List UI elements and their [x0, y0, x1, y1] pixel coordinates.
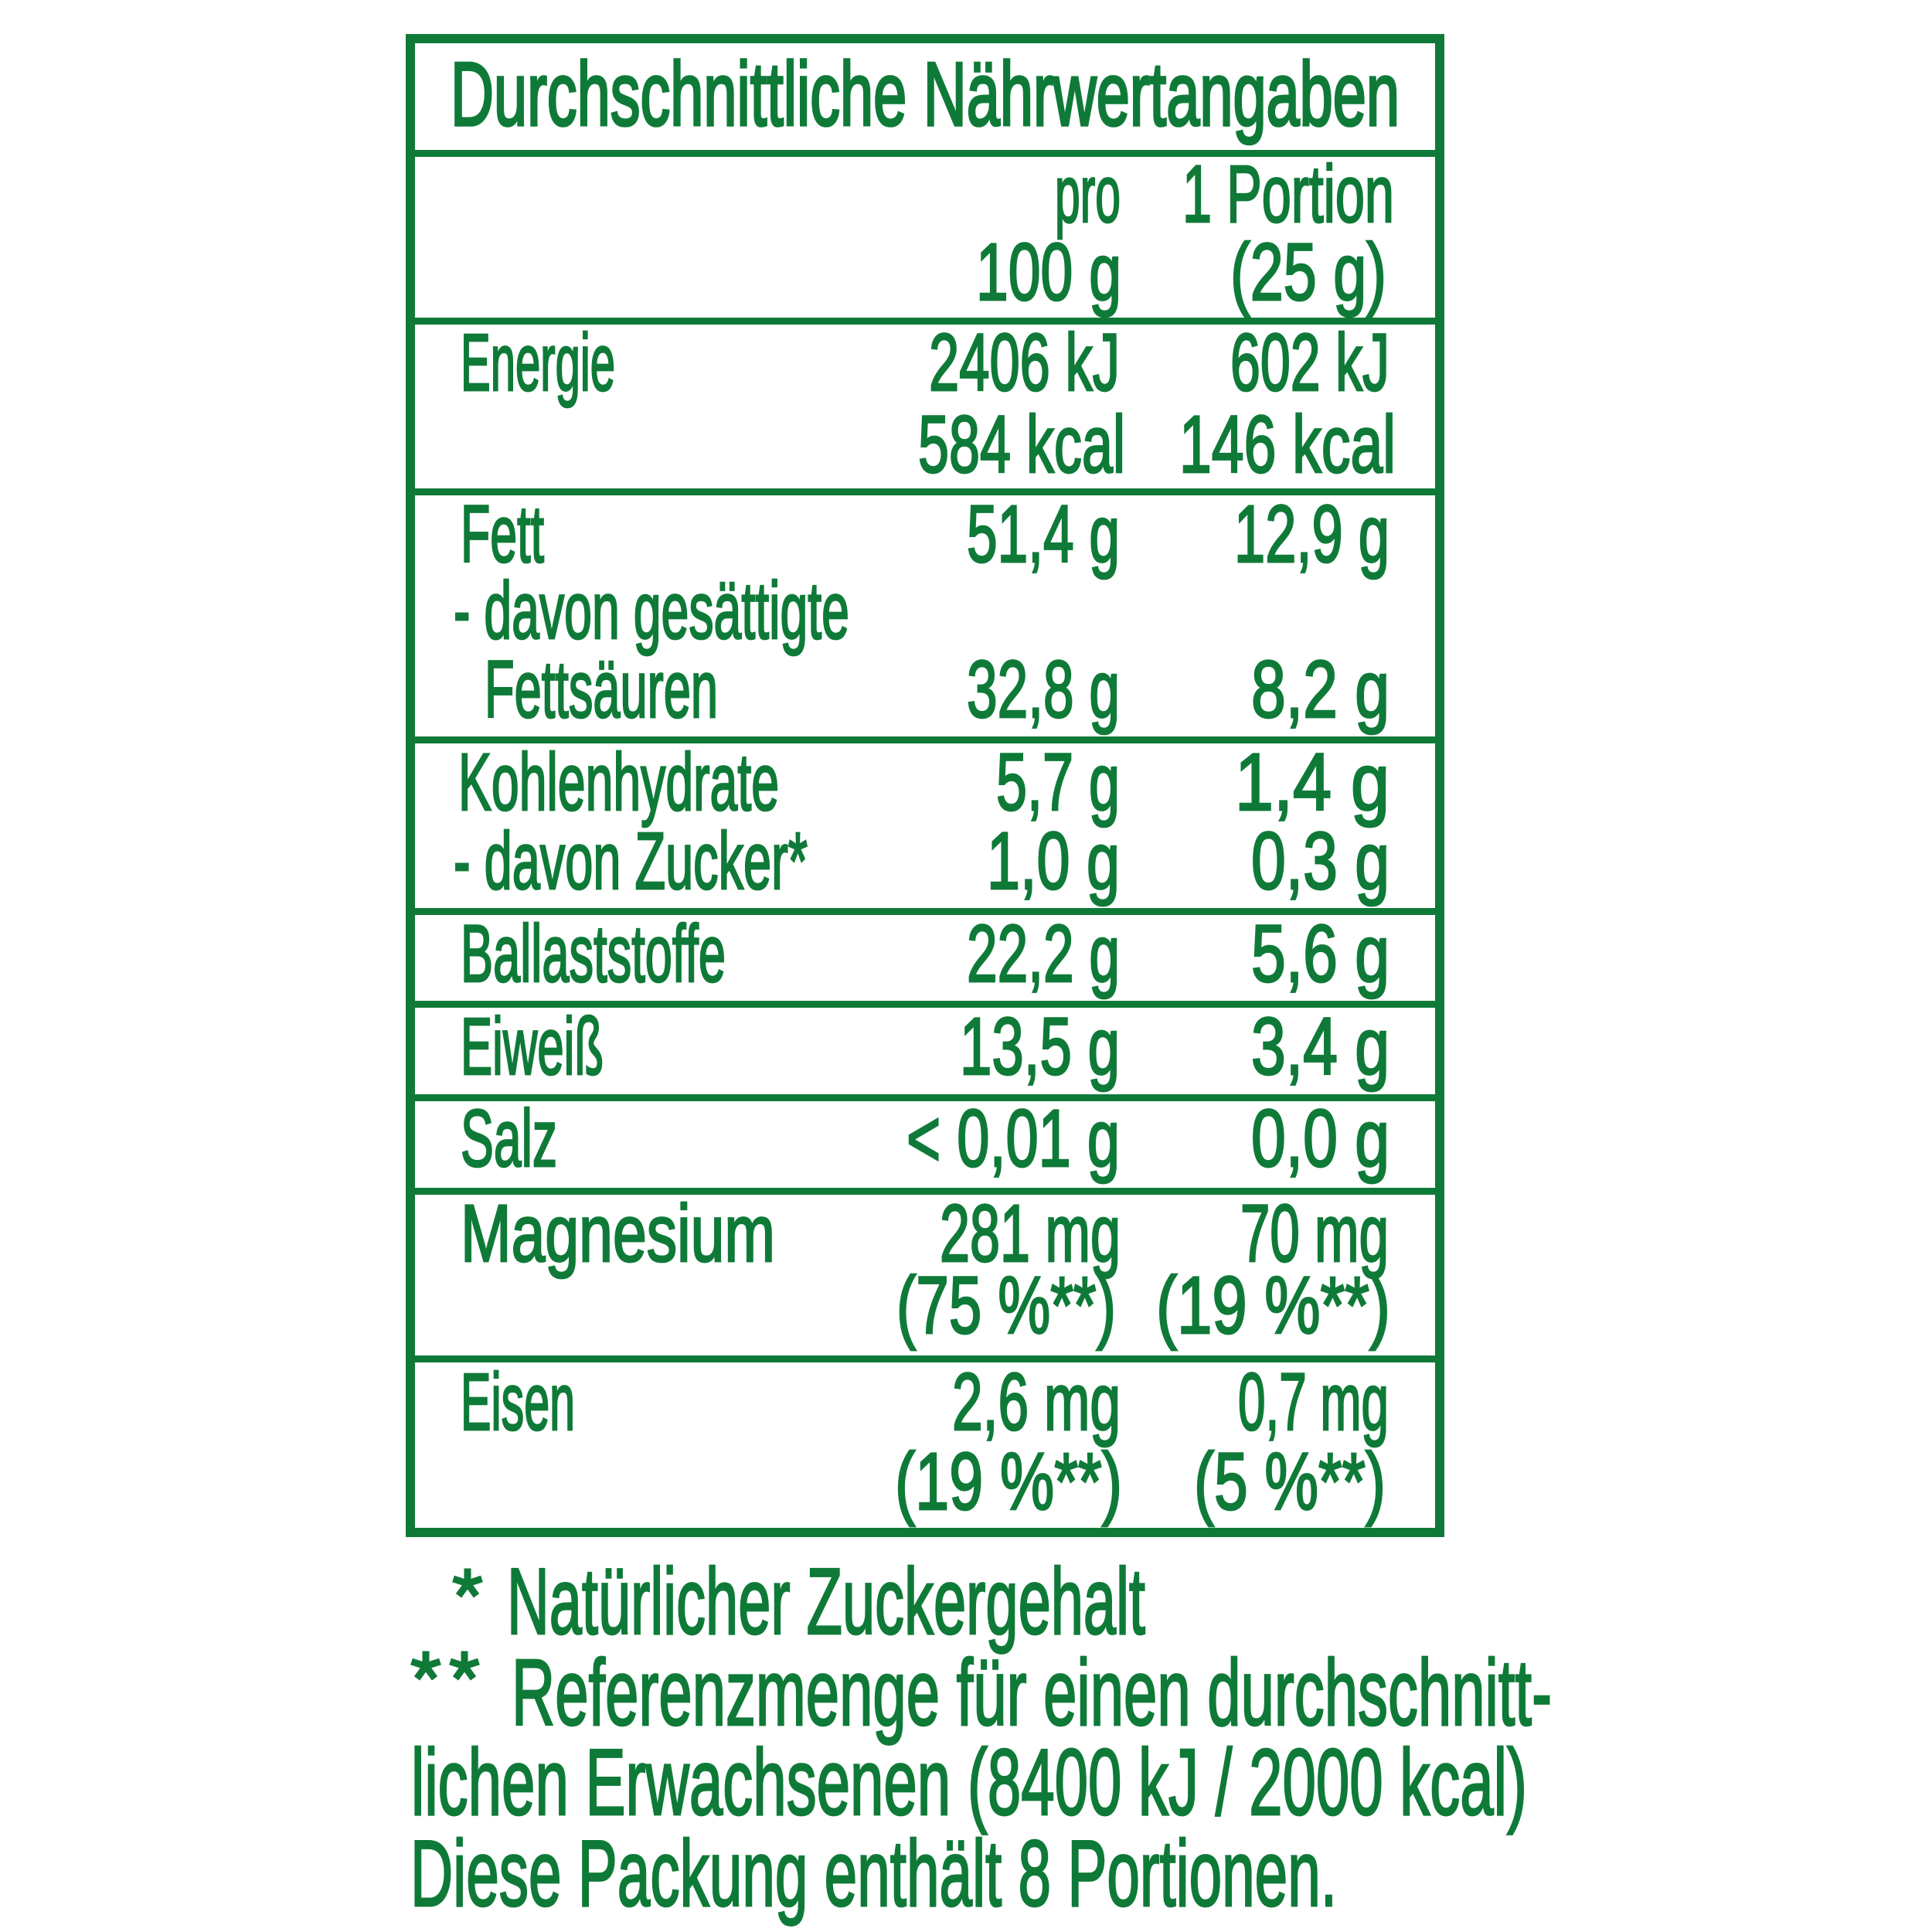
svg-text:(25 g): (25 g) [1230, 227, 1386, 318]
svg-text:- davon Zucker*: - davon Zucker* [454, 816, 808, 906]
svg-text:(5 %**): (5 %**) [1194, 1437, 1386, 1527]
svg-text:13,5 g: 13,5 g [960, 1002, 1120, 1092]
svg-text:Eisen: Eisen [461, 1357, 575, 1447]
svg-text:pro: pro [1055, 149, 1121, 240]
svg-text:32,8 g: 32,8 g [967, 645, 1120, 735]
svg-text:Energie: Energie [461, 318, 615, 408]
svg-text:602 kJ: 602 kJ [1230, 318, 1389, 408]
svg-text:(19 %**): (19 %**) [1156, 1260, 1390, 1351]
svg-text:281 mg: 281 mg [940, 1189, 1121, 1279]
svg-text:Referenzmenge für einen durchs: Referenzmenge für einen durchschnitt- [512, 1640, 1552, 1745]
svg-text:584 kcal: 584 kcal [918, 400, 1125, 490]
svg-text:0,7 mg: 0,7 mg [1238, 1357, 1389, 1447]
svg-text:Magnesium: Magnesium [461, 1189, 775, 1279]
svg-text:2406 kJ: 2406 kJ [929, 318, 1120, 408]
svg-text:Salz: Salz [461, 1094, 557, 1184]
svg-text:3,4 g: 3,4 g [1251, 1002, 1389, 1092]
svg-text:5,7 g: 5,7 g [996, 737, 1120, 828]
svg-text:Ballaststoffe: Ballaststoffe [461, 909, 726, 999]
svg-text:146 kcal: 146 kcal [1179, 400, 1396, 490]
svg-text:100 g: 100 g [976, 227, 1121, 318]
svg-text:51,4 g: 51,4 g [967, 489, 1120, 580]
svg-text:70 mg: 70 mg [1240, 1189, 1389, 1279]
svg-text:22,2 g: 22,2 g [967, 909, 1120, 999]
svg-text:1 Portion: 1 Portion [1182, 149, 1394, 240]
svg-text:0,0 g: 0,0 g [1251, 1094, 1389, 1184]
svg-text:8,2 g: 8,2 g [1251, 645, 1389, 735]
svg-text:12,9 g: 12,9 g [1234, 489, 1389, 580]
svg-text:Durchschnittliche Nährwertanga: Durchschnittliche Nährwertangaben [451, 43, 1400, 145]
svg-text:2,6 mg: 2,6 mg [952, 1357, 1121, 1447]
svg-text:Fettsäuren: Fettsäuren [485, 645, 718, 735]
svg-text:(75 %**): (75 %**) [896, 1260, 1116, 1351]
svg-text:Kohlenhydrate: Kohlenhydrate [458, 737, 779, 828]
svg-text:5,6 g: 5,6 g [1251, 909, 1389, 999]
svg-text:Natürlicher Zuckergehalt: Natürlicher Zuckergehalt [507, 1549, 1145, 1654]
svg-text:lichen Erwachsenen (8400 kJ /: lichen Erwachsenen (8400 kJ / 2000 kcal) [411, 1730, 1527, 1835]
svg-text:Diese Packung enthält 8 Portio: Diese Packung enthält 8 Portionen. [410, 1821, 1337, 1926]
svg-text:- davon gesättigte: - davon gesättigte [454, 566, 849, 656]
svg-text:< 0,01 g: < 0,01 g [906, 1094, 1120, 1184]
svg-text:1,0 g: 1,0 g [987, 816, 1120, 906]
svg-text:(19 %**): (19 %**) [895, 1437, 1122, 1527]
svg-text:1,4 g: 1,4 g [1235, 737, 1389, 828]
svg-text:Eiweiß: Eiweiß [461, 1002, 604, 1092]
svg-text:0,3 g: 0,3 g [1251, 816, 1389, 906]
svg-text:Fett: Fett [461, 489, 544, 580]
